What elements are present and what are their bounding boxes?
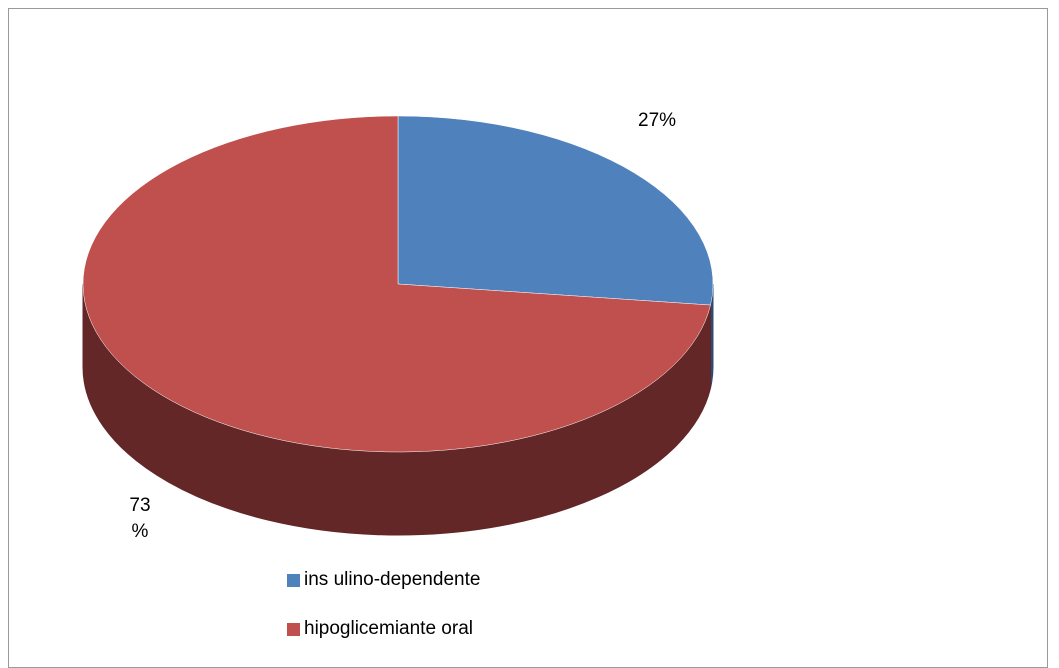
data-label-hipoglicemiante-oral: 73% bbox=[129, 495, 151, 542]
legend-swatch bbox=[287, 622, 300, 636]
pie-chart bbox=[82, 115, 714, 536]
legend-swatch bbox=[287, 573, 300, 587]
pie-slice-insulino-dependente bbox=[397, 115, 714, 306]
data-label-insulino-dependente: 27% bbox=[638, 110, 677, 131]
legend-item-hipoglicemiante-oral: hipoglicemiante oral bbox=[287, 616, 480, 642]
pie-slice-hipoglicemiante oral bbox=[82, 115, 711, 453]
legend-item-insulino-dependente: ins ulino-dependente bbox=[287, 567, 480, 593]
legend: ins ulino-dependente hipoglicemiante ora… bbox=[287, 567, 480, 665]
legend-label: ins ulino-dependente bbox=[304, 569, 481, 590]
legend-label: hipoglicemiante oral bbox=[304, 618, 473, 639]
